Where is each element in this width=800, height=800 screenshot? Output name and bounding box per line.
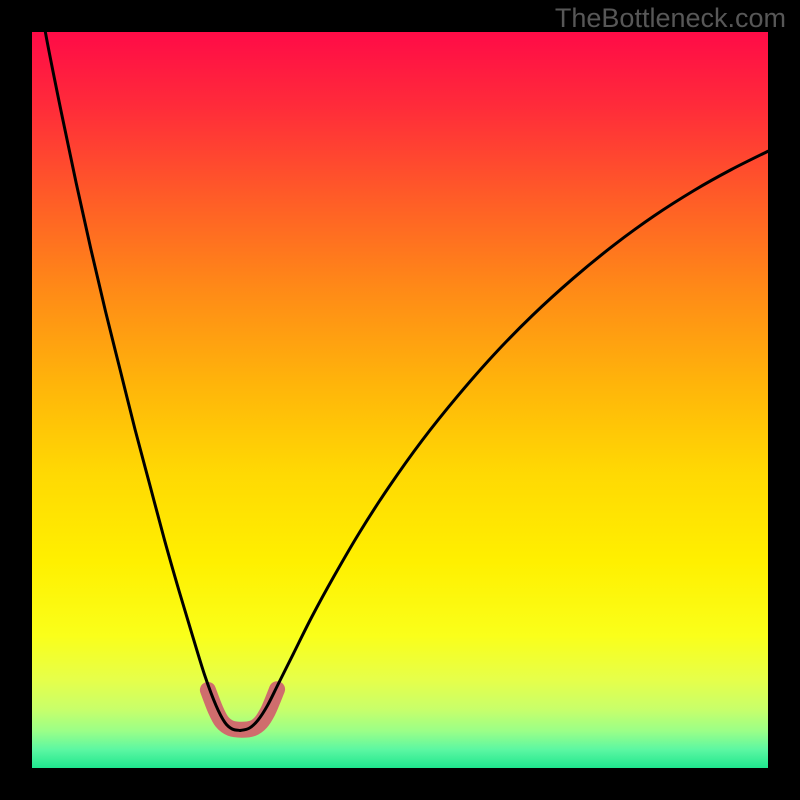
curves-layer [32, 32, 768, 768]
plot-area [32, 32, 768, 768]
right-curve [240, 151, 768, 730]
left-curve [32, 0, 240, 730]
watermark-text: TheBottleneck.com [555, 3, 786, 34]
chart-stage: TheBottleneck.com [0, 0, 800, 800]
